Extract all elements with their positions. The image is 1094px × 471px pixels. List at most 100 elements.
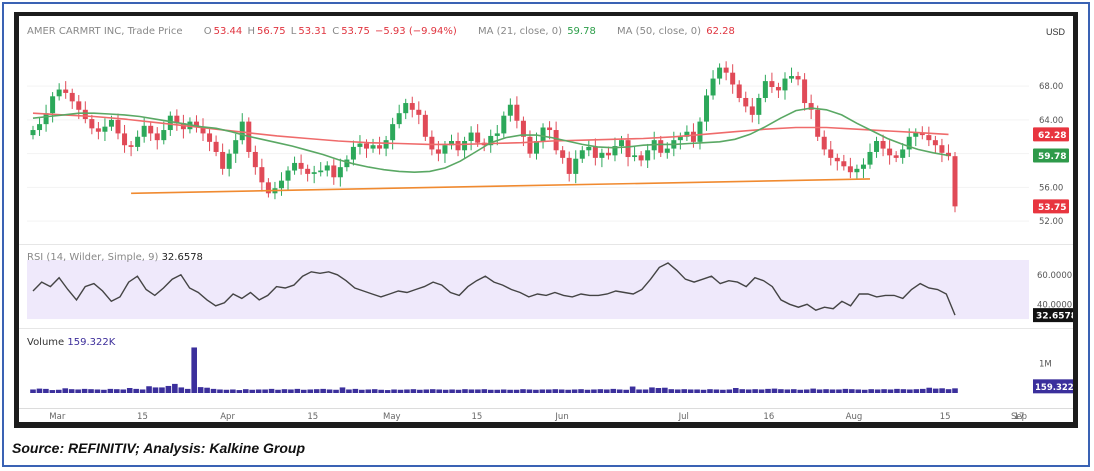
candle-up <box>789 76 795 79</box>
candle-down <box>592 146 598 158</box>
volume-bar <box>939 388 945 393</box>
volume-bar <box>391 389 397 393</box>
candle-up <box>488 135 494 146</box>
candle-down <box>82 109 88 120</box>
volume-bar <box>629 386 636 393</box>
candle-down <box>520 120 526 137</box>
volume-bar <box>552 389 559 393</box>
candle-down <box>475 132 481 143</box>
volume-bar <box>126 388 133 393</box>
candle-up <box>854 168 860 173</box>
volume-bar <box>210 388 217 393</box>
candle-down <box>63 89 69 93</box>
time-tick-label: Jul <box>678 412 689 422</box>
volume-bar <box>513 389 520 393</box>
volume-bar <box>507 389 513 393</box>
volume-bar <box>861 389 868 393</box>
volume-bar <box>417 389 423 393</box>
chart-area: 68.0064.0060.0056.0052.0062.2859.7853.75… <box>19 16 1081 422</box>
volume-bar <box>217 389 223 393</box>
volume-bar <box>294 388 301 393</box>
volume-bar <box>139 389 146 393</box>
volume-bar <box>449 389 455 393</box>
candle-up <box>239 121 245 141</box>
candle-down <box>723 67 729 73</box>
price-legend: AMER CARMRT INC, Trade Price O 53.44 H 56.… <box>27 26 737 37</box>
candle-down <box>547 127 553 131</box>
legend-open-label: O <box>203 26 212 37</box>
candle-down <box>821 136 827 150</box>
candle-down <box>416 109 422 115</box>
candle-up <box>383 140 389 149</box>
volume-bar <box>178 387 185 393</box>
candle-down <box>115 119 121 134</box>
volume-bar <box>913 389 920 393</box>
volume-bar <box>797 389 804 393</box>
volume-bar <box>604 389 610 393</box>
volume-bar <box>739 389 746 393</box>
volume-bar <box>771 388 778 393</box>
candle-down <box>566 157 572 174</box>
volume-bar <box>810 388 816 393</box>
volume-bar <box>114 389 120 393</box>
volume-bar <box>423 389 430 393</box>
candle-up <box>462 141 468 151</box>
volume-legend-value: 159.322K <box>67 337 116 348</box>
volume-bar <box>932 388 939 393</box>
volume-bar <box>152 387 159 393</box>
volume-bar <box>784 389 791 393</box>
volume-bar <box>952 388 958 393</box>
candle-up <box>677 136 683 141</box>
price-layer <box>30 61 958 213</box>
candle-down <box>200 126 206 134</box>
ma50-price-tag-bg <box>1033 127 1069 142</box>
volume-bar <box>732 388 739 393</box>
volume-bar <box>275 389 281 393</box>
candle-down <box>841 161 847 167</box>
candle-up <box>350 146 356 160</box>
volume-layer <box>30 347 958 393</box>
candle-down <box>749 106 755 115</box>
volume-bar <box>36 388 43 393</box>
time-tick-label: 15 <box>307 412 318 422</box>
candle-down <box>775 87 781 91</box>
time-tick-label: 17 <box>1014 412 1025 422</box>
rsi-legend-value: 32.6578 <box>161 252 203 263</box>
volume-bar <box>681 389 688 393</box>
candle-up <box>494 133 500 136</box>
volume-bar <box>674 389 681 393</box>
candle-down <box>939 145 945 153</box>
candle-up <box>906 136 912 150</box>
volume-bar <box>49 390 56 393</box>
price-tick-label: 52.00 <box>1039 217 1063 227</box>
candle-up <box>370 145 376 149</box>
candle-up <box>292 162 298 171</box>
candle-up <box>285 170 291 181</box>
volume-bar <box>230 389 236 393</box>
legend-symbol: AMER CARMRT INC, Trade Price <box>27 26 183 37</box>
candle-down <box>625 140 631 158</box>
candle-up <box>540 127 546 141</box>
candle-down <box>305 168 311 174</box>
volume-bar <box>30 389 36 393</box>
candle-up <box>278 180 284 189</box>
candle-down <box>730 72 736 85</box>
ma21-price-tag-bg <box>1033 148 1069 163</box>
candle-up <box>501 115 507 134</box>
candle-up <box>645 150 651 161</box>
candle-up <box>697 121 703 142</box>
candle-up <box>442 145 448 154</box>
legend-ma50-value: 62.28 <box>706 26 735 37</box>
time-tick-label: May <box>383 412 401 422</box>
candle-up <box>867 151 873 165</box>
volume-bar <box>436 389 442 393</box>
time-tick-label: Jun <box>554 412 568 422</box>
candle-up <box>710 78 716 96</box>
volume-bar <box>384 390 391 393</box>
volume-bar <box>172 383 178 393</box>
candle-up <box>43 113 49 125</box>
volume-bar <box>397 389 404 393</box>
volume-bar <box>475 389 481 393</box>
rsi-band <box>27 260 1029 320</box>
